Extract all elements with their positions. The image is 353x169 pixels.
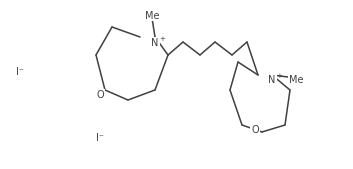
- Text: N: N: [268, 75, 276, 85]
- Text: +: +: [159, 36, 165, 42]
- Text: Me: Me: [145, 11, 159, 21]
- Text: +: +: [276, 73, 282, 79]
- Text: O: O: [251, 125, 259, 135]
- Text: I⁻: I⁻: [16, 67, 24, 77]
- Text: N: N: [151, 38, 159, 48]
- Text: O: O: [96, 90, 104, 100]
- Text: Me: Me: [289, 75, 303, 85]
- Text: I⁻: I⁻: [96, 133, 104, 143]
